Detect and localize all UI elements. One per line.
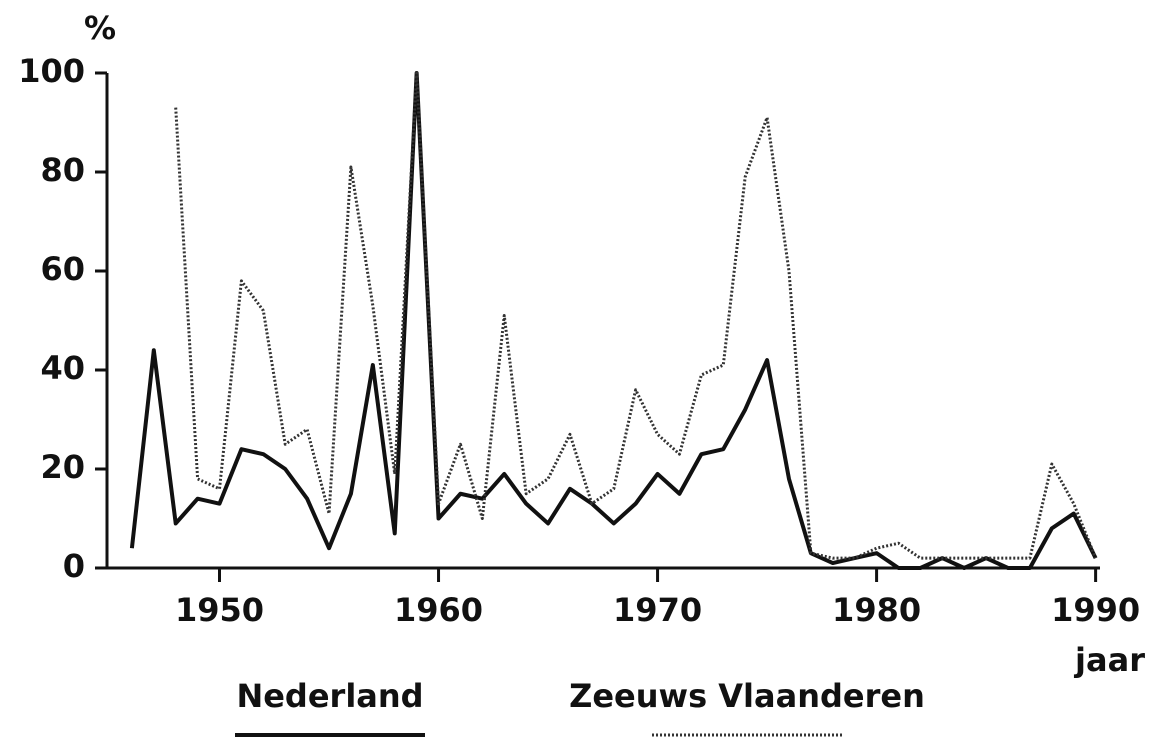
- y-tick-label: 20: [40, 448, 85, 486]
- legend-label: Zeeuws Vlaanderen: [569, 677, 925, 715]
- x-tick-label: 1960: [394, 591, 483, 629]
- y-axis-label: %: [84, 9, 116, 47]
- y-tick-label: 80: [40, 151, 85, 189]
- x-tick-label: 1970: [613, 591, 702, 629]
- y-tick-label: 40: [40, 349, 85, 387]
- x-tick-label: 1980: [832, 591, 921, 629]
- legend-label: Nederland: [236, 677, 423, 715]
- y-tick-label: 60: [40, 250, 85, 288]
- x-tick-label: 1950: [175, 591, 264, 629]
- y-tick-label: 100: [18, 52, 85, 90]
- line-series: [174, 71, 1098, 560]
- y-tick-label: 0: [63, 547, 85, 585]
- x-tick-label: 1990: [1051, 591, 1140, 629]
- line-series: [129, 71, 1098, 570]
- x-axis-label: jaar: [1073, 641, 1145, 679]
